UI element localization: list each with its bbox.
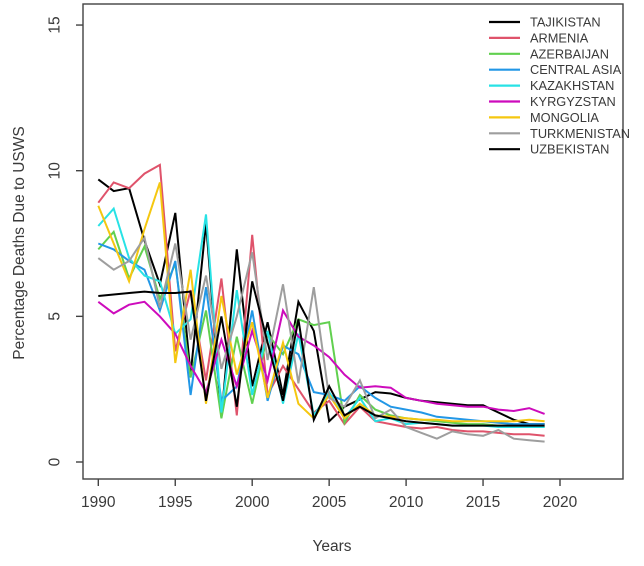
series-line-turkmenistan (97, 235, 545, 443)
x-tick-label: 2010 (389, 494, 424, 511)
legend-label-mongolia: MONGOLIA (530, 110, 599, 125)
legend-label-tajikistan: TAJIKISTAN (530, 15, 601, 30)
x-tick-label: 2000 (235, 494, 270, 511)
y-tick-label: 10 (47, 162, 64, 180)
x-tick-label: 2005 (312, 494, 346, 511)
series-line-tajikistan (97, 178, 545, 426)
legend-label-azerbaijan: AZERBAIJAN (530, 46, 609, 61)
x-tick-label: 2020 (543, 494, 578, 511)
y-tick-label: 0 (47, 457, 64, 466)
series-line-mongolia (97, 182, 545, 423)
legend-label-uzbekistan: UZBEKISTAN (530, 142, 609, 157)
x-axis-title: Years (312, 538, 352, 555)
x-tick-label: 1990 (81, 494, 116, 511)
legend-label-turkmenistan: TURKMENISTAN (530, 126, 630, 141)
legend-label-central-asia: CENTRAL ASIA (530, 62, 622, 77)
y-axis-title: Percentage Deaths Due to USWS (11, 126, 28, 360)
x-tick-label: 1995 (158, 494, 192, 511)
series-line-uzbekistan (98, 281, 545, 427)
legend-label-kyrgyzstan: KYRGYZSTAN (530, 94, 616, 109)
y-tick-label: 15 (47, 16, 64, 33)
series-line-kyrgyzstan (97, 300, 545, 415)
y-tick-label: 5 (47, 312, 64, 321)
legend-label-kazakhstan: KAZAKHSTAN (530, 78, 614, 93)
legend-label-armenia: ARMENIA (530, 30, 589, 45)
x-tick-label: 2015 (466, 494, 500, 511)
plot-border (82, 3, 624, 480)
series-line-central-asia (97, 242, 545, 426)
